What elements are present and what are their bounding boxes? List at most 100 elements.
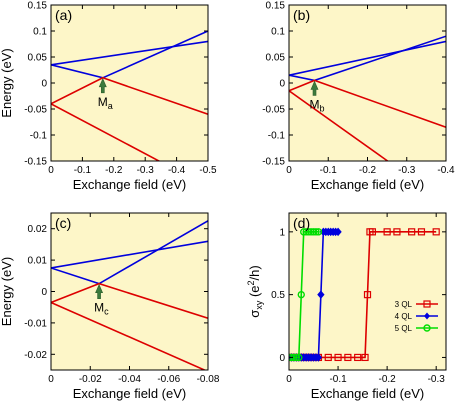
series-line-1 (289, 40, 446, 76)
data-point (312, 228, 320, 236)
data-point (393, 228, 401, 236)
data-point (292, 353, 301, 362)
x-axis-label: Exchange field (eV) (73, 386, 186, 401)
panel-label: (c) (55, 215, 71, 231)
y-tick-label: 0 (279, 353, 285, 364)
series-line-2 (51, 282, 208, 319)
y-tick-label: 0.15 (28, 1, 48, 12)
plot-area (51, 5, 208, 161)
y-tick-label: -0.1 (268, 131, 286, 142)
annotation-arrow (95, 283, 104, 299)
data-point (307, 228, 315, 236)
x-tick-label: -0.04 (118, 374, 141, 385)
y-tick-label: 0.1 (33, 27, 47, 38)
data-point (363, 291, 372, 299)
data-point (324, 353, 332, 362)
legend-label: 4 QL (395, 312, 413, 321)
x-tick-label: -0.06 (157, 374, 180, 385)
y-tick-label: 0.05 (28, 53, 48, 64)
y-tick-label: 0 (41, 79, 47, 90)
x-tick-label: -0.2 (105, 165, 123, 176)
series-line-1 (51, 40, 208, 66)
legend: 3 QL 4 QL 5 QL (395, 300, 438, 333)
x-tick-label: 0 (286, 165, 292, 176)
data-point (304, 228, 313, 236)
panel-c: 0 -0.02 -0.04 -0.06 -0.08 -0.02 -0.01 0 0.01 0.02… (0, 212, 220, 401)
y-tick-label: 0.15 (266, 1, 286, 12)
x-tick-label: 0 (286, 374, 292, 385)
x-tick-label: -0.5 (199, 165, 217, 176)
data-point (309, 228, 318, 236)
data-point (334, 227, 342, 237)
series-line-2 (289, 79, 446, 128)
plot-frame (50, 4, 209, 162)
x-tick-label: 0 (48, 374, 54, 385)
panel-a: 0 -0.1 -0.2 -0.3 -0.4 -0.5 -0.15 -0.1 -0.05 0 0.05… (0, 1, 217, 193)
data-point (408, 228, 416, 236)
data-point (295, 353, 303, 362)
panel-label: (a) (55, 7, 72, 23)
y-tick-label: -0.02 (24, 350, 47, 361)
series-line-3 (51, 301, 207, 370)
data-point (317, 290, 325, 299)
panel-label: (d) (293, 215, 310, 231)
series-line-3 (51, 103, 161, 161)
x-tick-label: 0 (48, 165, 54, 176)
data-point (417, 228, 426, 236)
x-tick-label: -0.2 (359, 165, 377, 176)
panel-label: (b) (293, 7, 310, 23)
y-axis-label: σxy (e2/h) (246, 265, 264, 317)
plot-frame (50, 212, 209, 371)
x-tick-label: -0.4 (437, 165, 455, 176)
y-axis-label: Energy (eV) (0, 257, 14, 326)
y-tick-label: 0.1 (271, 27, 285, 38)
data-point (302, 228, 310, 236)
data-point (354, 353, 362, 362)
y-tick-label: -0.15 (24, 157, 47, 168)
legend-label: 3 QL (395, 300, 413, 309)
annotation-label: Ma (98, 95, 113, 111)
y-tick-label: 0 (41, 287, 47, 298)
annotation-arrow (98, 78, 107, 94)
x-axis-label: Exchange field (eV) (311, 386, 424, 401)
plot-area (51, 213, 208, 370)
x-tick-label: -0.08 (197, 374, 220, 385)
y-tick-label: -0.1 (30, 131, 48, 142)
panel-b: 0 -0.1 -0.2 -0.3 -0.4 -0.15 -0.1 -0.05 0 0.05 0.1 0… (262, 1, 455, 193)
y-tick-label: -0.15 (262, 157, 285, 168)
annotation-label: Mb (310, 97, 325, 113)
data-point (344, 353, 352, 362)
series-line-3 (289, 90, 389, 161)
data-point (289, 353, 296, 362)
plot-frame (288, 4, 447, 162)
data-point (334, 353, 342, 362)
y-tick-label: -0.05 (262, 105, 285, 116)
panel-d: 0 -0.1 -0.2 -0.3 0 0.5 1 (d) Exchange field (e… (246, 212, 447, 401)
x-tick-label: -0.3 (428, 374, 446, 385)
x-tick-label: -0.4 (168, 165, 186, 176)
y-tick-label: 0.05 (266, 53, 286, 64)
legend-marker (423, 324, 431, 332)
x-tick-label: -0.1 (74, 165, 92, 176)
y-axis-label: Energy (eV) (0, 48, 14, 117)
y-tick-label: -0.05 (24, 105, 47, 116)
data-point (300, 228, 308, 236)
data-point (314, 353, 323, 362)
y-tick-label: 0 (279, 79, 285, 90)
y-tick-label: 0.5 (271, 290, 285, 301)
x-tick-label: -0.3 (137, 165, 155, 176)
legend-marker (424, 312, 430, 320)
y-tick-label: 0.02 (28, 224, 48, 235)
legend-marker (423, 300, 431, 308)
data-point (361, 353, 369, 362)
x-axis-label: Exchange field (eV) (311, 177, 424, 192)
x-tick-label: -0.3 (398, 165, 416, 176)
plot-frame (288, 212, 447, 371)
x-tick-label: -0.2 (379, 374, 397, 385)
x-tick-label: -0.1 (320, 165, 338, 176)
series-line-2 (51, 76, 208, 115)
data-point (314, 228, 323, 236)
series-line-1 (51, 240, 208, 269)
plot-area (289, 5, 446, 161)
